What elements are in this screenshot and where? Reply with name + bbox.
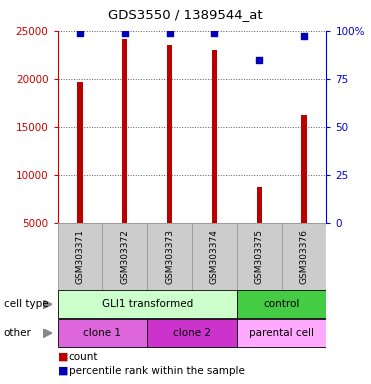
FancyBboxPatch shape	[58, 223, 102, 290]
Text: GSM303374: GSM303374	[210, 229, 219, 284]
Text: ■: ■	[58, 366, 68, 376]
Text: control: control	[263, 299, 300, 310]
Text: parental cell: parental cell	[249, 328, 314, 338]
Text: other: other	[4, 328, 32, 338]
FancyBboxPatch shape	[147, 223, 192, 290]
Text: clone 1: clone 1	[83, 328, 121, 338]
Text: clone 2: clone 2	[173, 328, 211, 338]
Bar	[77, 82, 83, 223]
Text: GLI1 transformed: GLI1 transformed	[102, 299, 193, 310]
Bar	[167, 45, 172, 223]
Point	[301, 33, 307, 40]
Text: ■: ■	[58, 352, 68, 362]
Bar	[257, 187, 262, 223]
FancyBboxPatch shape	[58, 291, 237, 318]
Text: GDS3550 / 1389544_at: GDS3550 / 1389544_at	[108, 8, 263, 21]
Bar	[122, 40, 128, 223]
Text: GSM303372: GSM303372	[120, 229, 129, 284]
FancyBboxPatch shape	[102, 223, 147, 290]
Point	[167, 30, 173, 36]
Text: GSM303375: GSM303375	[255, 229, 264, 284]
FancyBboxPatch shape	[147, 319, 237, 347]
Text: GSM303376: GSM303376	[299, 229, 309, 284]
Polygon shape	[43, 300, 52, 309]
Point	[256, 56, 262, 63]
Point	[122, 30, 128, 36]
Point	[77, 30, 83, 36]
FancyBboxPatch shape	[282, 223, 326, 290]
Text: GSM303371: GSM303371	[75, 229, 85, 284]
Text: count: count	[69, 352, 98, 362]
Polygon shape	[43, 328, 52, 338]
FancyBboxPatch shape	[237, 223, 282, 290]
Text: percentile rank within the sample: percentile rank within the sample	[69, 366, 244, 376]
FancyBboxPatch shape	[237, 291, 326, 318]
Point	[211, 30, 217, 36]
FancyBboxPatch shape	[58, 319, 147, 347]
Bar	[212, 50, 217, 223]
Text: cell type: cell type	[4, 299, 48, 310]
FancyBboxPatch shape	[237, 319, 326, 347]
Bar	[301, 115, 307, 223]
FancyBboxPatch shape	[192, 223, 237, 290]
Text: GSM303373: GSM303373	[165, 229, 174, 284]
